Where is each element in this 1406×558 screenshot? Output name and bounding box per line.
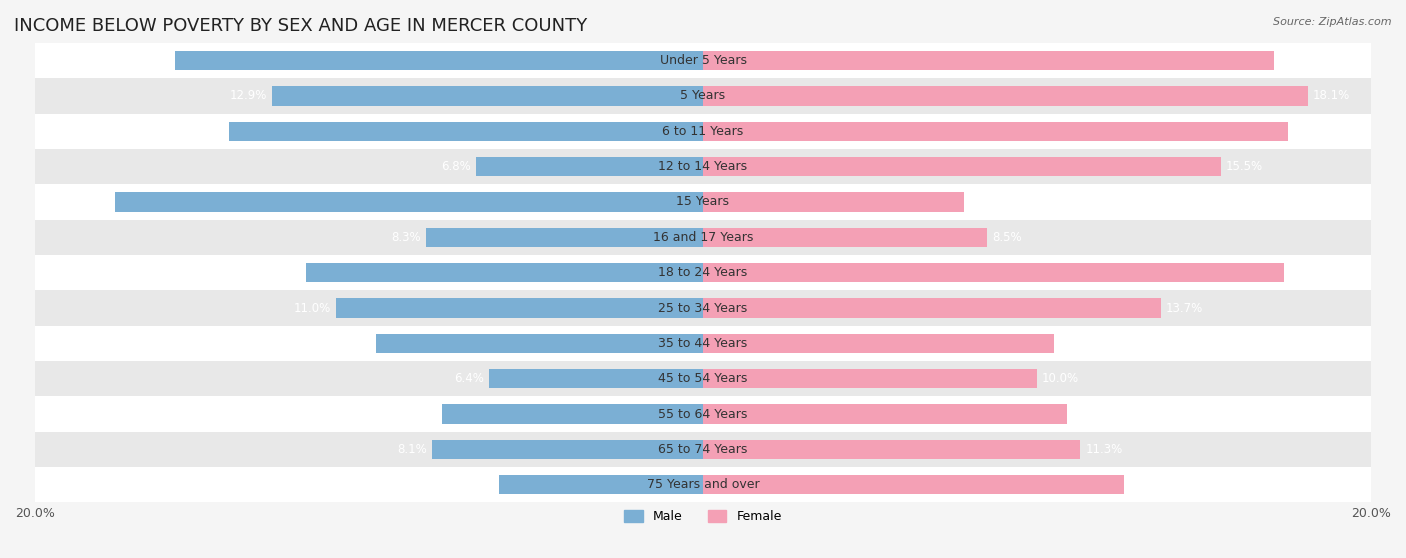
Text: 12.6%: 12.6%	[1129, 478, 1166, 491]
Bar	[499, 475, 703, 494]
Text: 10.5%: 10.5%	[1059, 337, 1095, 350]
Text: 16 and 17 Years: 16 and 17 Years	[652, 231, 754, 244]
Text: 11.0%: 11.0%	[294, 301, 330, 315]
Text: 7.8%: 7.8%	[969, 195, 998, 209]
Bar	[375, 334, 703, 353]
Bar	[35, 43, 1371, 78]
Text: 8.1%: 8.1%	[398, 443, 427, 456]
Text: 8.5%: 8.5%	[993, 231, 1022, 244]
Text: 6.4%: 6.4%	[454, 372, 484, 385]
Bar	[35, 78, 1371, 114]
Bar	[703, 440, 1080, 459]
Text: 75 Years and over: 75 Years and over	[647, 478, 759, 491]
Bar	[703, 334, 1053, 353]
Text: 5 Years: 5 Years	[681, 89, 725, 103]
Text: 55 to 64 Years: 55 to 64 Years	[658, 407, 748, 421]
Text: 65 to 74 Years: 65 to 74 Years	[658, 443, 748, 456]
Text: 6.1%: 6.1%	[464, 478, 495, 491]
Text: 10.0%: 10.0%	[1042, 372, 1080, 385]
Bar	[176, 51, 703, 70]
Text: 18.1%: 18.1%	[1313, 89, 1350, 103]
Text: 25 to 34 Years: 25 to 34 Years	[658, 301, 748, 315]
Bar	[35, 114, 1371, 149]
Bar	[229, 122, 703, 141]
Bar	[35, 326, 1371, 361]
Text: Source: ZipAtlas.com: Source: ZipAtlas.com	[1274, 17, 1392, 27]
Bar	[273, 86, 703, 105]
Bar	[433, 440, 703, 459]
Text: 13.7%: 13.7%	[1166, 301, 1204, 315]
Text: Under 5 Years: Under 5 Years	[659, 54, 747, 67]
Text: 17.4%: 17.4%	[1289, 266, 1327, 279]
Legend: Male, Female: Male, Female	[619, 506, 787, 528]
Text: 45 to 54 Years: 45 to 54 Years	[658, 372, 748, 385]
Bar	[35, 220, 1371, 255]
Bar	[489, 369, 703, 388]
Bar	[336, 299, 703, 318]
Bar	[115, 193, 703, 211]
Text: 17.6%: 17.6%	[73, 195, 110, 209]
Text: 17.1%: 17.1%	[1279, 54, 1316, 67]
Text: 15.5%: 15.5%	[1226, 160, 1263, 173]
Text: 15.8%: 15.8%	[134, 54, 170, 67]
Bar	[703, 475, 1123, 494]
Bar	[703, 369, 1038, 388]
Bar	[703, 228, 987, 247]
Bar	[703, 157, 1220, 176]
Bar	[703, 405, 1067, 424]
Bar	[35, 396, 1371, 432]
Text: 11.9%: 11.9%	[263, 266, 301, 279]
Bar	[703, 86, 1308, 105]
Text: 15 Years: 15 Years	[676, 195, 730, 209]
Text: 9.8%: 9.8%	[340, 337, 371, 350]
Bar	[35, 432, 1371, 467]
Bar	[35, 255, 1371, 290]
Bar	[35, 149, 1371, 184]
Text: INCOME BELOW POVERTY BY SEX AND AGE IN MERCER COUNTY: INCOME BELOW POVERTY BY SEX AND AGE IN M…	[14, 17, 588, 35]
Bar	[703, 193, 963, 211]
Bar	[35, 290, 1371, 326]
Bar	[305, 263, 703, 282]
Bar	[35, 184, 1371, 220]
Text: 8.3%: 8.3%	[391, 231, 420, 244]
Text: 35 to 44 Years: 35 to 44 Years	[658, 337, 748, 350]
Bar	[35, 467, 1371, 502]
Text: 14.2%: 14.2%	[186, 125, 224, 138]
Bar	[475, 157, 703, 176]
Text: 12 to 14 Years: 12 to 14 Years	[658, 160, 748, 173]
Text: 11.3%: 11.3%	[1085, 443, 1123, 456]
Bar	[443, 405, 703, 424]
Bar	[703, 299, 1160, 318]
Text: 12.9%: 12.9%	[229, 89, 267, 103]
Text: 6.8%: 6.8%	[441, 160, 471, 173]
Text: 10.9%: 10.9%	[1073, 407, 1109, 421]
Bar	[35, 361, 1371, 396]
Text: 6 to 11 Years: 6 to 11 Years	[662, 125, 744, 138]
Bar	[703, 263, 1284, 282]
Bar	[426, 228, 703, 247]
Bar	[703, 122, 1288, 141]
Bar	[703, 51, 1274, 70]
Text: 18 to 24 Years: 18 to 24 Years	[658, 266, 748, 279]
Text: 17.5%: 17.5%	[1292, 125, 1330, 138]
Text: 7.8%: 7.8%	[408, 407, 437, 421]
